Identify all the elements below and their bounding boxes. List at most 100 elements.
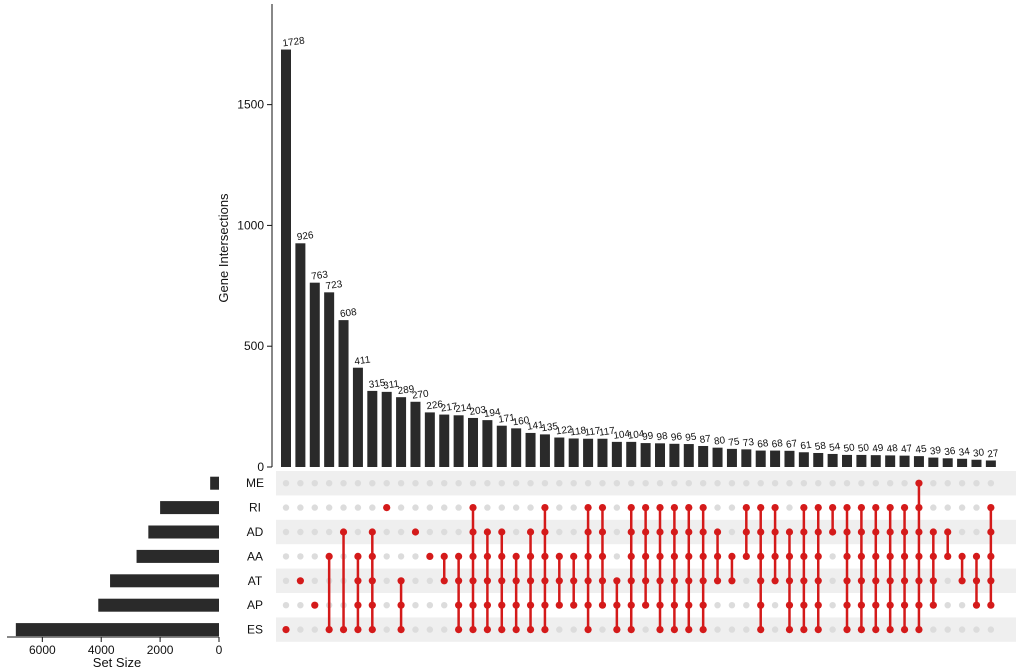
matrix-dot-inactive bbox=[282, 504, 290, 511]
matrix-dot-inactive bbox=[311, 577, 318, 584]
matrix-dot-inactive bbox=[958, 504, 966, 511]
matrix-dot-active bbox=[311, 601, 319, 609]
matrix-dot-active bbox=[872, 528, 880, 536]
matrix-dot-active bbox=[843, 528, 851, 536]
matrix-dot-active bbox=[526, 626, 535, 634]
matrix-dot-active bbox=[987, 552, 995, 561]
matrix-dot-active bbox=[440, 577, 448, 585]
matrix-dot-active bbox=[397, 577, 405, 585]
matrix-dot-active bbox=[570, 577, 578, 585]
matrix-dot-active bbox=[613, 601, 621, 609]
matrix-dot-inactive bbox=[743, 626, 750, 633]
matrix-dot-inactive bbox=[556, 504, 563, 511]
matrix-dot-active bbox=[670, 552, 678, 561]
matrix-dot-active bbox=[642, 601, 650, 609]
matrix-dot-inactive bbox=[570, 480, 577, 487]
set-size-bar-ri bbox=[160, 501, 219, 515]
matrix-dot-inactive bbox=[944, 480, 951, 487]
intersection-bar bbox=[597, 438, 608, 467]
matrix-dot-active bbox=[929, 552, 937, 561]
matrix-dot-active bbox=[526, 577, 535, 585]
matrix-dot-active bbox=[987, 601, 995, 609]
matrix-dot-active bbox=[613, 626, 621, 634]
matrix-dot-active bbox=[685, 552, 693, 561]
matrix-dot-active bbox=[728, 577, 736, 585]
matrix-dot-active bbox=[469, 601, 477, 609]
matrix-dot-inactive bbox=[930, 504, 937, 511]
matrix-dot-active bbox=[642, 528, 650, 536]
intersection-bar bbox=[525, 432, 536, 467]
matrix-dot-active bbox=[598, 577, 607, 585]
matrix-dot-active bbox=[685, 528, 693, 536]
intersection-bar bbox=[295, 243, 306, 467]
matrix-dot-active bbox=[872, 577, 880, 585]
set-size-bars bbox=[15, 476, 220, 637]
intersection-bar-label: 98 bbox=[656, 431, 669, 444]
intersection-bar bbox=[453, 415, 464, 467]
matrix-dot-inactive bbox=[484, 504, 491, 511]
set-size-bar-ap bbox=[98, 598, 219, 612]
matrix-dot-active bbox=[843, 626, 851, 634]
matrix-dot-inactive bbox=[441, 602, 448, 609]
intersection-bar bbox=[439, 414, 450, 467]
matrix-dot-inactive bbox=[743, 480, 750, 487]
matrix-dot-active bbox=[584, 601, 592, 609]
intersection-bar-label: 217 bbox=[440, 401, 458, 414]
matrix-dot-active bbox=[282, 626, 290, 634]
matrix-dot-active bbox=[584, 504, 592, 512]
set-size-tick-label: 2000 bbox=[147, 643, 174, 657]
matrix-dot-active bbox=[455, 577, 463, 585]
matrix-dot-inactive bbox=[728, 528, 736, 536]
matrix-dot-inactive bbox=[441, 504, 448, 511]
matrix-dot-inactive bbox=[815, 480, 822, 487]
intersection-bar bbox=[396, 397, 407, 467]
matrix-dot-inactive bbox=[973, 528, 980, 536]
matrix-dot-active bbox=[800, 528, 808, 536]
matrix-dot-active bbox=[829, 528, 837, 536]
matrix-dot-inactive bbox=[556, 480, 563, 487]
matrix-dot-inactive bbox=[354, 504, 362, 511]
intersection-bar-label: 135 bbox=[541, 421, 559, 434]
matrix-dot-active bbox=[339, 626, 348, 634]
matrix-dot-inactive bbox=[642, 626, 649, 633]
matrix-dot-active bbox=[900, 504, 909, 512]
matrix-dot-active bbox=[685, 601, 693, 609]
intersection-bar bbox=[496, 425, 507, 467]
matrix-dot-inactive bbox=[829, 577, 836, 584]
matrix-dot-inactive bbox=[498, 504, 505, 511]
matrix-dot-inactive bbox=[829, 480, 836, 487]
matrix-dot-active bbox=[900, 552, 909, 561]
matrix-dot-active bbox=[598, 601, 607, 609]
matrix-dot-active bbox=[843, 577, 851, 585]
y-tick-label: 1500 bbox=[237, 98, 264, 112]
matrix-dot-active bbox=[670, 601, 678, 609]
y-tick-label: 0 bbox=[257, 460, 264, 474]
matrix-dot-active bbox=[498, 552, 506, 561]
matrix-dot-inactive bbox=[958, 602, 966, 609]
matrix-dot-active bbox=[498, 601, 506, 609]
matrix-dot-active bbox=[857, 528, 866, 536]
matrix-dot-active bbox=[699, 528, 707, 536]
matrix-dot-active bbox=[685, 577, 693, 585]
matrix-dot-active bbox=[685, 626, 693, 634]
matrix-dot-inactive bbox=[771, 602, 779, 609]
intersection-bar-label: 194 bbox=[483, 407, 501, 420]
matrix-dot-active bbox=[541, 504, 549, 512]
matrix-dot-inactive bbox=[311, 480, 318, 487]
matrix-dot-active bbox=[972, 601, 981, 609]
intersection-bar bbox=[741, 449, 752, 467]
intersection-bar bbox=[669, 443, 680, 467]
intersection-bar-label: 45 bbox=[915, 444, 928, 457]
matrix-dot-active bbox=[757, 504, 765, 512]
matrix-dot-active bbox=[411, 528, 420, 536]
matrix-dot-active bbox=[627, 504, 635, 512]
matrix-dot-active bbox=[814, 601, 822, 609]
matrix-dot-active bbox=[757, 577, 765, 585]
intersection-bar-label: 49 bbox=[872, 443, 885, 456]
matrix-dot-active bbox=[512, 626, 520, 634]
matrix-dot-inactive bbox=[958, 626, 966, 633]
matrix-dot-active bbox=[771, 504, 779, 512]
matrix-dot-inactive bbox=[829, 626, 836, 633]
set-size-bar-aa bbox=[136, 549, 219, 563]
intersection-bars bbox=[281, 49, 996, 468]
